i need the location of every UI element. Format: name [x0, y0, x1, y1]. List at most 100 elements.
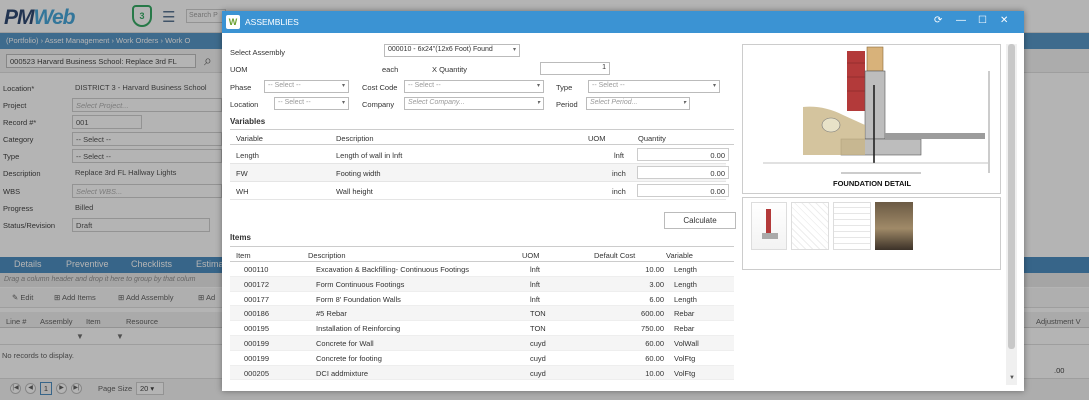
var-col-description: Description: [336, 134, 374, 143]
record-selector[interactable]: 000523 Harvard Business School: Replace …: [6, 54, 196, 68]
company-select[interactable]: Select Company... ▾: [404, 97, 544, 110]
period-select[interactable]: Select Period... ▾: [586, 97, 690, 110]
item-row[interactable]: 000186 #5 Rebar TON 600.00 Rebar: [230, 306, 734, 322]
add-button[interactable]: ⊞ Ad: [198, 293, 216, 302]
thumbnail-drawing-3[interactable]: [833, 202, 871, 250]
location-select[interactable]: -- Select -- ▾: [274, 97, 349, 110]
item-row[interactable]: 000199 Concrete for footing cuyd 60.00 VolFt…: [230, 350, 734, 366]
col-item[interactable]: Item: [86, 317, 101, 326]
page-size-select[interactable]: 20 ▾: [136, 382, 164, 395]
add-assembly-button[interactable]: ⊞ Add Assembly: [118, 293, 174, 302]
item-uom: TON: [530, 309, 546, 319]
company-label: Company: [362, 100, 395, 109]
col-resource[interactable]: Resource: [126, 317, 159, 326]
scroll-down-icon[interactable]: ▼: [1009, 375, 1015, 381]
drawing-title: FOUNDATION DETAIL: [833, 179, 911, 188]
wbs-field[interactable]: Select WBS...: [72, 184, 222, 198]
phase-label: Phase: [230, 83, 252, 92]
adjustment-total: .00: [1054, 366, 1065, 375]
pmweb-logo[interactable]: PMWeb: [4, 6, 75, 30]
variable-quantity-input[interactable]: 0.00: [637, 166, 729, 179]
page-size-value: 20: [140, 384, 149, 393]
phase-select[interactable]: -- Select -- ▾: [264, 80, 349, 93]
thumbnail-photo[interactable]: [875, 202, 913, 250]
quantity-input[interactable]: 1: [540, 62, 610, 75]
close-icon[interactable]: ✕: [1000, 15, 1009, 26]
status-label: Status/Revision: [3, 221, 56, 230]
item-row[interactable]: 000110 Excavation & Backfilling- Continuo…: [230, 262, 734, 277]
select-assembly-dropdown[interactable]: 000010 - 6x24"(12x6 Foot) Found ▾: [384, 44, 520, 57]
uom-label: UOM: [230, 65, 248, 74]
variable-row: WH Wall height inch 0.00: [230, 182, 729, 200]
item-code: 000110: [244, 265, 269, 274]
maximize-icon[interactable]: ☐: [978, 15, 987, 26]
tab-preventive[interactable]: Preventive: [66, 259, 109, 269]
project-field[interactable]: Select Project...: [72, 98, 222, 112]
progress-field[interactable]: Billed: [75, 203, 94, 212]
item-default-cost: 60.00: [645, 353, 664, 363]
notifications-shield-icon[interactable]: 3: [132, 5, 152, 27]
refresh-icon[interactable]: ⟳: [934, 15, 943, 26]
cost-code-select[interactable]: -- Select -- ▾: [404, 80, 544, 93]
tab-estimate[interactable]: Estima: [196, 259, 224, 269]
edit-button[interactable]: ✎ Edit: [12, 293, 34, 302]
variable-name: FW: [236, 169, 248, 178]
variable-quantity-input[interactable]: 0.00: [637, 148, 729, 161]
item-code: 000205: [244, 368, 270, 378]
category-select[interactable]: -- Select --: [72, 132, 222, 146]
item-default-cost: 6.00: [649, 294, 664, 304]
filter-icon[interactable]: ▼: [116, 332, 124, 341]
menu-icon[interactable]: ☰: [162, 9, 176, 26]
record-field[interactable]: 001: [72, 115, 142, 129]
item-row[interactable]: 000172 Form Continuous Footings lnft 3.00 Le…: [230, 276, 734, 292]
prev-page-button[interactable]: ◀: [25, 383, 36, 394]
location-field[interactable]: DISTRICT 3 - Harvard Business School: [75, 83, 207, 92]
var-col-variable: Variable: [236, 134, 263, 143]
assembly-drawing[interactable]: FOUNDATION DETAIL: [742, 44, 1001, 194]
description-field[interactable]: Replace 3rd FL Hallway Lights: [75, 168, 177, 177]
phase-value: -- Select --: [268, 82, 301, 89]
type-select[interactable]: -- Select --: [72, 149, 222, 163]
item-variable: Length: [674, 265, 697, 274]
type-value: -- Select --: [592, 82, 625, 89]
thumbnail-drawing-1[interactable]: [751, 202, 787, 250]
type-select[interactable]: -- Select -- ▾: [588, 80, 720, 93]
col-assembly[interactable]: Assembly: [40, 317, 73, 326]
items-col-default-cost: Default Cost: [594, 251, 636, 260]
item-row[interactable]: 000199 Concrete for Wall cuyd 60.00 VolWall: [230, 336, 734, 351]
status-select[interactable]: Draft: [72, 218, 210, 232]
item-row[interactable]: 000177 Form 8' Foundation Walls lnft 6.00 Le…: [230, 291, 734, 307]
thumbnail-drawing-2[interactable]: [791, 202, 829, 250]
calculate-button[interactable]: Calculate: [664, 212, 736, 229]
tab-details[interactable]: Details: [14, 259, 42, 269]
variable-uom: lnft: [614, 151, 625, 160]
item-code: 000199: [244, 339, 270, 348]
item-row[interactable]: 000205 DCI addmixture cuyd 10.00 VolFtg: [230, 365, 734, 381]
chevron-down-icon: ▾: [682, 100, 686, 106]
search-icon[interactable]: ⌕: [204, 52, 212, 68]
item-row[interactable]: 000195 Installation of Reinforcing TON 750.…: [230, 321, 734, 336]
add-items-button[interactable]: ⊞ Add Items: [54, 293, 96, 302]
item-default-cost: 10.00: [645, 368, 664, 378]
last-page-button[interactable]: ▶|: [71, 383, 82, 394]
item-uom: lnft: [530, 294, 541, 304]
items-title: Items: [230, 233, 251, 242]
next-page-button[interactable]: ▶: [56, 383, 67, 394]
no-records-text: No records to display.: [2, 351, 74, 360]
location-value: -- Select --: [278, 99, 311, 106]
item-variable: Length: [674, 294, 697, 304]
col-line[interactable]: Line #: [6, 317, 27, 326]
variable-uom: inch: [612, 169, 626, 178]
col-adjustment[interactable]: Adjustment V: [1036, 317, 1081, 326]
category-label: Category: [3, 135, 34, 144]
thumbnail-wall-mark: [766, 209, 771, 233]
scrollbar-thumb[interactable]: [1008, 44, 1015, 349]
first-page-button[interactable]: |◀: [10, 383, 21, 394]
variable-uom: inch: [612, 187, 626, 196]
filter-icon[interactable]: ▼: [76, 332, 84, 341]
variable-quantity-input[interactable]: 0.00: [637, 184, 729, 197]
page-number[interactable]: 1: [40, 382, 52, 395]
tab-checklists[interactable]: Checklists: [131, 259, 173, 269]
items-col-item: Item: [236, 251, 251, 260]
minimize-icon[interactable]: —: [956, 15, 966, 26]
